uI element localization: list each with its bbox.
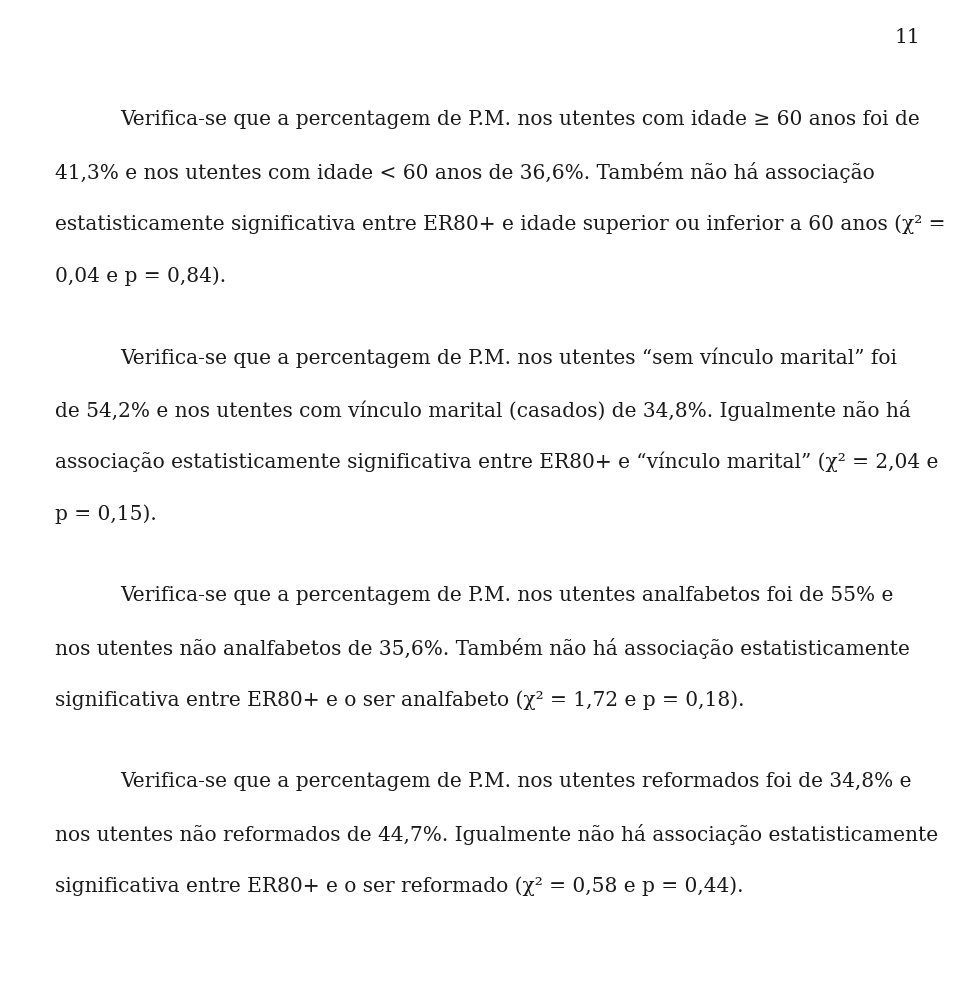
Text: de 54,2% e nos utentes com vínculo marital (casados) de 34,8%. Igualmente não há: de 54,2% e nos utentes com vínculo marit… bbox=[55, 399, 911, 420]
Text: Verifica-se que a percentagem de P.M. nos utentes reformados foi de 34,8% e: Verifica-se que a percentagem de P.M. no… bbox=[120, 771, 911, 790]
Text: significativa entre ER80+ e o ser analfabeto (χ² = 1,72 e p = 0,18).: significativa entre ER80+ e o ser analfa… bbox=[55, 689, 745, 709]
Text: estatisticamente significativa entre ER80+ e idade superior ou inferior a 60 ano: estatisticamente significativa entre ER8… bbox=[55, 214, 946, 234]
Text: 11: 11 bbox=[895, 28, 920, 47]
Text: Verifica-se que a percentagem de P.M. nos utentes “sem vínculo marital” foi: Verifica-se que a percentagem de P.M. no… bbox=[120, 348, 897, 368]
Text: 0,04 e p = 0,84).: 0,04 e p = 0,84). bbox=[55, 266, 227, 286]
Text: p = 0,15).: p = 0,15). bbox=[55, 504, 156, 524]
Text: 41,3% e nos utentes com idade < 60 anos de 36,6%. Também não há associação: 41,3% e nos utentes com idade < 60 anos … bbox=[55, 161, 875, 183]
Text: nos utentes não analfabetos de 35,6%. Também não há associação estatisticamente: nos utentes não analfabetos de 35,6%. Ta… bbox=[55, 637, 910, 658]
Text: Verifica-se que a percentagem de P.M. nos utentes analfabetos foi de 55% e: Verifica-se que a percentagem de P.M. no… bbox=[120, 586, 894, 605]
Text: significativa entre ER80+ e o ser reformado (χ² = 0,58 e p = 0,44).: significativa entre ER80+ e o ser reform… bbox=[55, 876, 743, 895]
Text: Verifica-se que a percentagem de P.M. nos utentes com idade ≥ 60 anos foi de: Verifica-se que a percentagem de P.M. no… bbox=[120, 110, 920, 128]
Text: associação estatisticamente significativa entre ER80+ e “vínculo marital” (χ² = : associação estatisticamente significativ… bbox=[55, 451, 938, 472]
Text: nos utentes não reformados de 44,7%. Igualmente não há associação estatisticamen: nos utentes não reformados de 44,7%. Igu… bbox=[55, 823, 938, 845]
